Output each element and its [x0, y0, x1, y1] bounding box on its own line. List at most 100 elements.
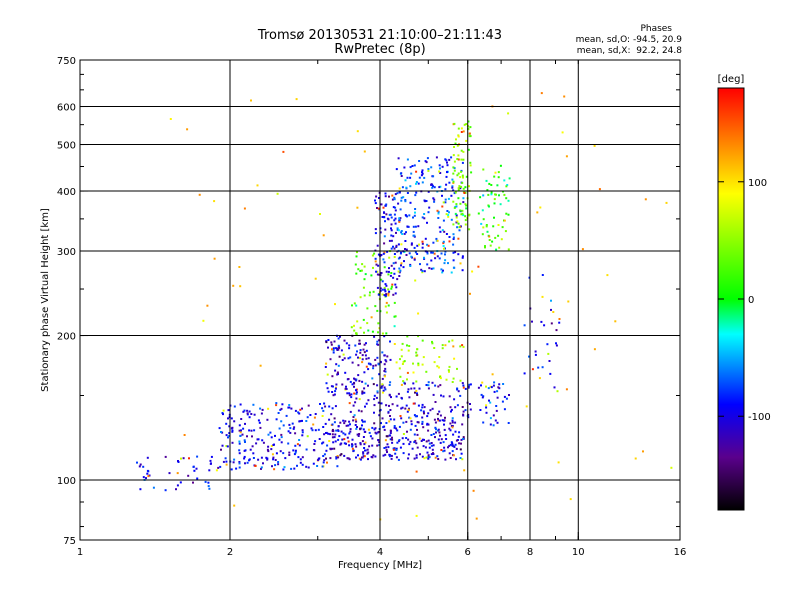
data-point: [361, 456, 363, 459]
data-point: [388, 195, 390, 198]
data-point: [139, 463, 142, 466]
data-point: [321, 465, 324, 468]
data-point: [435, 431, 437, 434]
data-point: [280, 433, 283, 436]
data-point: [534, 353, 537, 356]
data-point: [449, 443, 452, 446]
data-point: [385, 311, 388, 314]
data-point: [409, 185, 412, 188]
data-point: [427, 423, 430, 426]
data-point: [427, 169, 430, 172]
data-point: [412, 230, 415, 233]
data-point: [364, 273, 367, 276]
data-point: [244, 441, 246, 443]
data-point: [338, 346, 340, 349]
data-point: [430, 442, 433, 444]
data-point: [384, 439, 387, 442]
data-point: [314, 440, 317, 443]
data-point: [437, 366, 440, 369]
data-point: [479, 196, 482, 199]
data-point: [248, 416, 251, 419]
data-point: [376, 273, 379, 276]
data-point: [486, 230, 489, 233]
data-point: [358, 339, 361, 342]
data-point: [404, 382, 406, 385]
data-point: [458, 229, 461, 232]
data-point: [498, 194, 500, 197]
data-point: [238, 461, 241, 463]
data-point: [433, 198, 436, 201]
data-point: [469, 408, 472, 411]
data-point: [459, 345, 462, 348]
data-point: [439, 376, 442, 378]
data-point: [289, 427, 292, 430]
data-point: [393, 325, 396, 328]
data-point: [318, 438, 321, 440]
data-point: [438, 186, 441, 189]
data-point: [397, 458, 400, 461]
data-point: [481, 209, 484, 212]
data-point: [401, 363, 404, 365]
data-point: [219, 465, 222, 468]
data-point: [413, 441, 416, 444]
data-point: [358, 379, 361, 382]
data-point: [406, 378, 408, 381]
data-point: [443, 230, 446, 233]
data-point: [453, 398, 456, 401]
data-point: [246, 409, 249, 412]
data-point: [418, 176, 421, 179]
data-point: [334, 440, 337, 443]
data-point: [464, 203, 467, 206]
data-point: [384, 375, 386, 378]
data-point: [287, 406, 290, 409]
data-point: [403, 360, 406, 363]
data-point: [408, 396, 411, 399]
data-point: [461, 174, 464, 177]
data-point: [383, 294, 386, 297]
data-point: [152, 486, 155, 489]
data-point: [375, 263, 378, 266]
data-point: [388, 455, 391, 458]
data-point: [322, 409, 325, 412]
data-point: [387, 304, 390, 307]
data-point: [354, 401, 357, 404]
data-point: [357, 364, 360, 367]
data-point: [423, 438, 425, 441]
data-point: [507, 112, 510, 115]
data-point: [561, 131, 564, 134]
data-point: [394, 193, 397, 196]
data-point: [434, 436, 436, 439]
data-point: [390, 234, 393, 237]
data-point: [384, 388, 387, 391]
data-point: [486, 189, 489, 192]
data-point: [503, 408, 506, 411]
data-point: [539, 206, 542, 209]
data-point: [421, 242, 424, 245]
data-point: [312, 423, 315, 426]
data-point: [540, 320, 543, 323]
data-point: [275, 402, 278, 405]
data-point: [432, 185, 434, 188]
y-tick-label: 75: [63, 536, 76, 547]
data-point: [257, 458, 260, 461]
data-point: [452, 200, 455, 203]
data-point: [230, 468, 233, 471]
data-point: [386, 217, 389, 220]
data-point: [325, 382, 328, 385]
data-point: [374, 257, 377, 260]
data-point: [479, 409, 482, 411]
data-point: [371, 444, 374, 447]
data-point: [490, 184, 493, 186]
data-point: [368, 431, 371, 434]
data-point: [284, 457, 287, 460]
data-point: [330, 343, 333, 346]
data-point: [306, 416, 309, 419]
data-point: [257, 419, 260, 422]
data-point: [372, 290, 375, 293]
data-point: [391, 441, 394, 444]
data-point: [496, 421, 499, 424]
data-point: [409, 440, 412, 443]
data-point: [221, 444, 224, 447]
data-point: [541, 366, 544, 369]
data-point: [418, 160, 421, 162]
